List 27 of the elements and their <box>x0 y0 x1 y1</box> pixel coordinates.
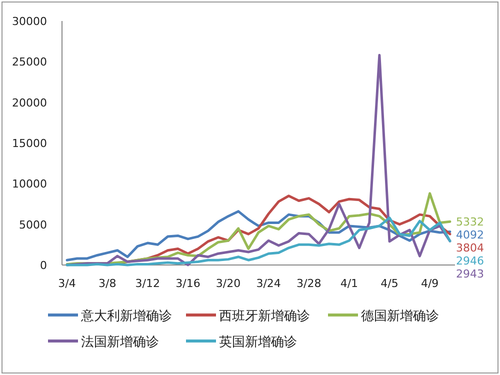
data-label: 3804 <box>456 242 484 255</box>
legend-label: 意大利新增确诊 <box>80 309 172 324</box>
x-tick-label: 3/20 <box>216 277 241 290</box>
x-tick-label: 3/28 <box>296 277 322 290</box>
y-tick-label: 25000 <box>12 56 47 69</box>
y-tick-label: 5000 <box>19 218 47 232</box>
x-tick-label: 3/24 <box>256 277 281 290</box>
legend-label: 德国新增确诊 <box>361 309 439 324</box>
y-tick-label: 0 <box>40 259 47 272</box>
legend-label: 英国新增确诊 <box>219 335 297 350</box>
x-tick-label: 4/9 <box>420 277 439 290</box>
data-label: 4092 <box>456 228 484 242</box>
y-tick-label: 10000 <box>12 178 47 191</box>
x-tick-label: 3/16 <box>176 277 200 290</box>
data-label: 5332 <box>456 216 484 229</box>
data-label: 2946 <box>456 254 484 268</box>
x-tick-label: 3/4 <box>58 277 76 290</box>
x-tick-label: 4/5 <box>380 277 398 290</box>
x-tick-label: 3/12 <box>135 277 160 290</box>
legend-label: 西班牙新增确诊 <box>219 309 310 324</box>
x-tick-label: 3/8 <box>98 277 116 290</box>
data-label: 2943 <box>456 268 484 281</box>
y-tick-label: 30000 <box>12 15 47 28</box>
legend-label: 法国新增确诊 <box>81 335 159 350</box>
x-tick-label: 4/1 <box>340 277 358 290</box>
y-tick-label: 15000 <box>12 137 47 150</box>
y-tick-label: 20000 <box>12 96 47 110</box>
